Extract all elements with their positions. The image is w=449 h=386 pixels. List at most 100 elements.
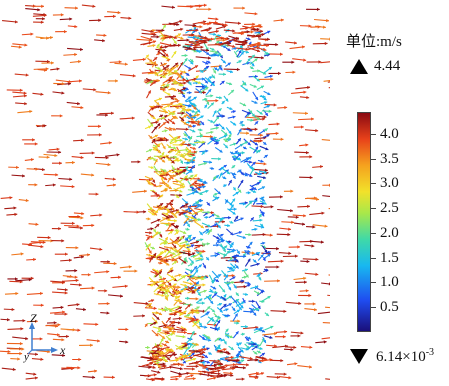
velocity-arrowhead (210, 37, 214, 41)
velocity-arrowhead (164, 236, 168, 241)
velocity-arrowhead (161, 351, 165, 355)
velocity-arrowhead (219, 114, 223, 118)
velocity-arrowhead (216, 236, 220, 240)
velocity-arrowhead (298, 301, 302, 306)
velocity-arrowhead (315, 257, 319, 262)
velocity-arrowhead (161, 159, 166, 163)
velocity-arrowhead (147, 181, 151, 185)
velocity-arrowhead (77, 214, 81, 219)
velocity-arrowhead (193, 357, 197, 361)
velocity-arrowhead (253, 259, 257, 263)
velocity-arrowhead (303, 58, 307, 62)
velocity-arrowhead (213, 110, 217, 114)
velocity-arrowhead (46, 59, 50, 64)
colorbar-tick-mark (371, 282, 376, 284)
velocity-arrowhead (324, 224, 328, 228)
velocity-arrowhead (270, 77, 274, 81)
velocity-arrowhead (58, 226, 62, 231)
velocity-arrowhead (240, 31, 244, 36)
velocity-arrowhead (251, 251, 255, 255)
velocity-arrowhead (264, 249, 268, 253)
velocity-arrowhead (81, 211, 85, 216)
velocity-arrowhead (209, 21, 213, 25)
velocity-arrowhead (252, 161, 256, 165)
velocity-arrowhead (192, 35, 196, 40)
velocity-arrowhead (197, 325, 201, 329)
velocity-arrowhead (170, 96, 174, 100)
velocity-arrowhead (223, 273, 227, 277)
velocity-arrowhead (305, 111, 308, 115)
velocity-arrowhead (224, 199, 228, 203)
velocity-arrowhead (217, 224, 221, 229)
velocity-arrowhead (259, 25, 263, 29)
velocity-arrowhead (219, 237, 223, 241)
velocity-arrowhead (176, 295, 181, 299)
velocity-arrowhead (178, 374, 182, 378)
velocity-arrowhead (204, 104, 207, 108)
velocity-arrowhead (247, 37, 251, 41)
velocity-arrowhead (163, 281, 167, 285)
velocity-arrowhead (59, 114, 63, 118)
velocity-arrowhead (214, 195, 218, 199)
velocity-arrowhead (230, 346, 234, 350)
velocity-arrowhead (261, 213, 265, 217)
velocity-arrowhead (247, 245, 251, 249)
velocity-arrowhead (192, 252, 196, 256)
velocity-arrowhead (259, 218, 263, 222)
velocity-arrowhead (149, 356, 153, 360)
velocity-arrowhead (197, 245, 201, 249)
velocity-arrowhead (199, 298, 203, 302)
velocity-arrowhead (256, 291, 260, 295)
velocity-arrowhead (80, 105, 84, 110)
velocity-arrowhead (181, 153, 184, 157)
velocity-arrowhead (202, 309, 206, 313)
velocity-arrowhead (159, 251, 163, 255)
velocity-arrowhead (162, 83, 166, 87)
velocity-arrowhead (248, 41, 252, 45)
velocity-arrowhead (245, 88, 249, 92)
velocity-arrowhead (179, 138, 183, 143)
velocity-arrowhead (153, 212, 158, 216)
velocity-arrowhead (18, 45, 22, 49)
velocity-arrowhead (91, 223, 95, 228)
velocity-arrowhead (201, 77, 205, 81)
velocity-arrowhead (149, 177, 153, 181)
velocity-arrowhead (316, 7, 320, 12)
velocity-arrowhead (153, 183, 157, 187)
velocity-arrowhead (244, 268, 248, 272)
velocity-arrowhead (172, 110, 176, 114)
velocity-arrowhead (30, 158, 34, 162)
velocity-arrowhead (175, 157, 179, 161)
velocity-arrowhead (207, 306, 211, 310)
velocity-arrowhead (60, 13, 64, 17)
velocity-arrow (322, 322, 330, 324)
velocity-arrowhead (265, 147, 269, 151)
velocity-arrowhead (306, 259, 310, 264)
velocity-arrowhead (13, 206, 17, 210)
velocity-arrowhead (206, 48, 210, 52)
velocity-arrowhead (232, 115, 236, 119)
velocity-arrowhead (112, 177, 116, 181)
velocity-arrowhead (165, 138, 169, 142)
colorbar-tick-mark (371, 307, 376, 309)
velocity-arrowhead (205, 257, 209, 261)
velocity-arrowhead (249, 241, 253, 245)
velocity-arrowhead (213, 176, 217, 180)
velocity-arrowhead (166, 65, 170, 69)
velocity-arrowhead (309, 155, 313, 159)
velocity-arrowhead (237, 350, 241, 354)
velocity-arrowhead (192, 376, 196, 381)
velocity-arrowhead (185, 148, 189, 152)
velocity-arrowhead (91, 286, 95, 290)
velocity-arrowhead (69, 274, 73, 279)
velocity-arrowhead (202, 283, 206, 287)
velocity-arrowhead (153, 321, 157, 325)
velocity-arrowhead (7, 350, 11, 354)
velocity-arrowhead (268, 109, 272, 113)
velocity-arrowhead (280, 358, 284, 363)
velocity-arrowhead (235, 36, 239, 40)
velocity-arrowhead (75, 278, 79, 283)
velocity-arrowhead (186, 313, 191, 318)
velocity-arrowhead (165, 295, 169, 299)
velocity-arrowhead (264, 168, 268, 172)
